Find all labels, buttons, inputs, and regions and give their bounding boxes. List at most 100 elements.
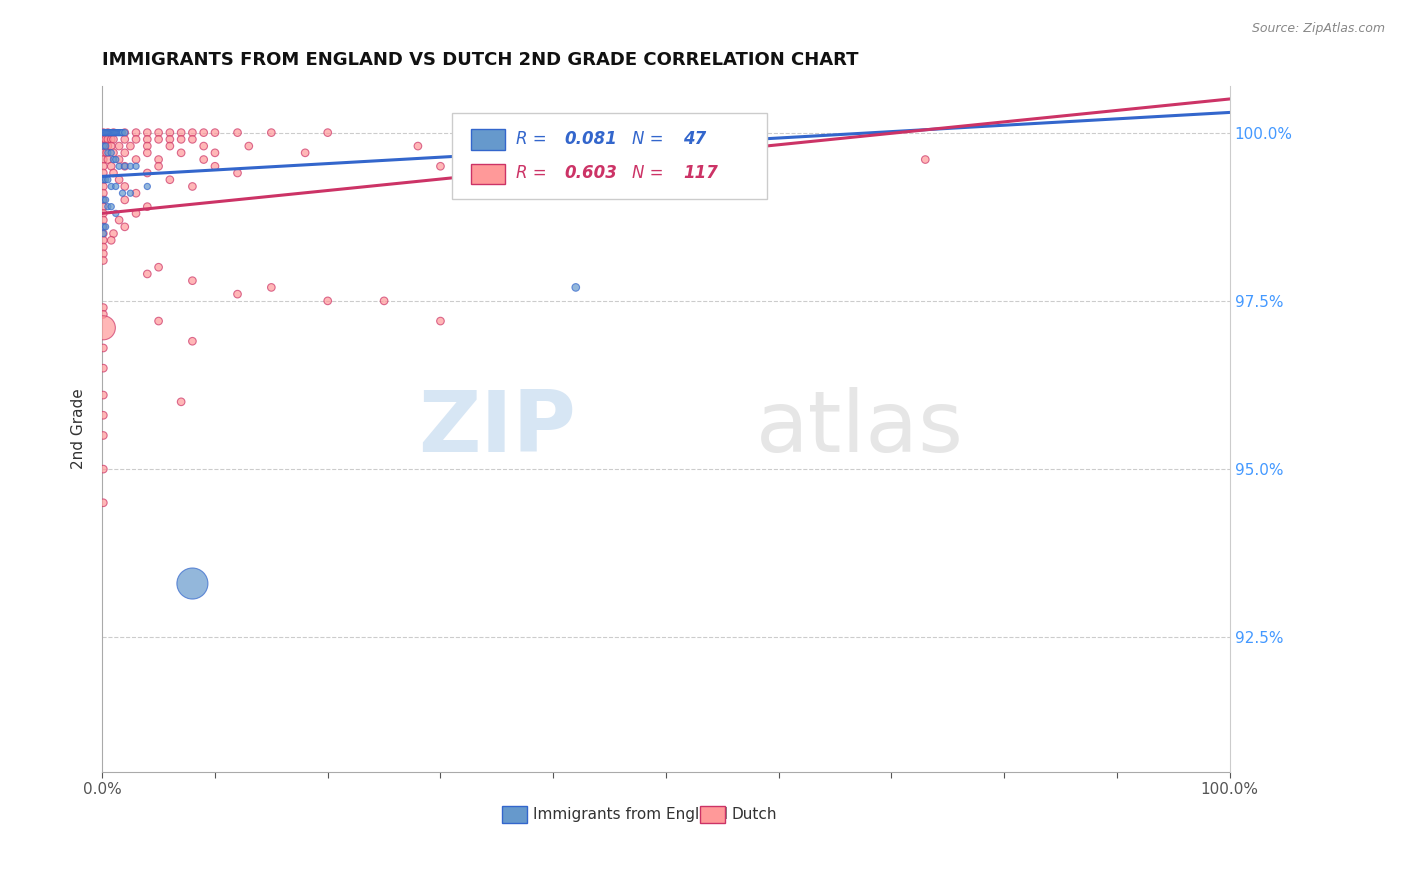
Point — [100, 126, 122, 140]
Point — [148, 126, 170, 140]
Point — [120, 139, 142, 153]
Point — [170, 394, 193, 409]
Text: R =: R = — [516, 130, 553, 148]
Point — [136, 126, 159, 140]
Point — [91, 193, 114, 207]
Point — [114, 126, 136, 140]
Point — [204, 159, 226, 173]
Text: atlas: atlas — [756, 387, 965, 470]
Point — [114, 179, 136, 194]
Point — [120, 186, 142, 201]
Point — [91, 320, 114, 334]
Point — [114, 219, 136, 234]
Point — [91, 213, 114, 227]
Point — [181, 334, 204, 349]
Point — [103, 126, 125, 140]
Point — [193, 126, 215, 140]
Point — [103, 145, 125, 160]
Point — [91, 132, 114, 146]
Text: Dutch: Dutch — [731, 807, 778, 822]
Text: N =: N = — [633, 130, 669, 148]
Point — [110, 126, 132, 140]
Point — [100, 159, 122, 173]
Point — [100, 139, 122, 153]
Point — [114, 132, 136, 146]
Point — [91, 126, 114, 140]
Point — [108, 213, 131, 227]
Point — [136, 179, 159, 194]
Point — [94, 132, 117, 146]
Point — [94, 193, 117, 207]
Point — [104, 206, 127, 220]
Point — [429, 314, 451, 328]
Point — [159, 132, 181, 146]
Point — [406, 139, 429, 153]
Point — [91, 240, 114, 254]
Point — [136, 267, 159, 281]
Point — [193, 139, 215, 153]
Point — [136, 139, 159, 153]
Point — [97, 126, 120, 140]
Point — [294, 145, 316, 160]
Point — [91, 361, 114, 376]
Text: IMMIGRANTS FROM ENGLAND VS DUTCH 2ND GRADE CORRELATION CHART: IMMIGRANTS FROM ENGLAND VS DUTCH 2ND GRA… — [103, 51, 859, 69]
Point — [91, 159, 114, 173]
Point — [91, 246, 114, 260]
Text: N =: N = — [633, 164, 669, 182]
Point — [91, 428, 114, 442]
Point — [94, 126, 117, 140]
Point — [91, 206, 114, 220]
Point — [97, 145, 120, 160]
Point — [125, 126, 148, 140]
Point — [114, 126, 136, 140]
Point — [114, 159, 136, 173]
Point — [91, 200, 114, 214]
Point — [226, 126, 249, 140]
Point — [120, 159, 142, 173]
Point — [103, 126, 125, 140]
Point — [260, 280, 283, 294]
Text: Immigrants from England: Immigrants from England — [533, 807, 728, 822]
Point — [91, 139, 114, 153]
Point — [96, 126, 118, 140]
Point — [114, 145, 136, 160]
Point — [91, 139, 114, 153]
Point — [316, 126, 339, 140]
Point — [104, 126, 127, 140]
Point — [91, 341, 114, 355]
Text: 117: 117 — [683, 164, 717, 182]
Point — [373, 293, 395, 308]
Point — [105, 126, 128, 140]
Text: ZIP: ZIP — [418, 387, 576, 470]
Point — [104, 153, 127, 167]
FancyBboxPatch shape — [502, 806, 527, 823]
Point — [97, 200, 120, 214]
Point — [565, 280, 588, 294]
Point — [91, 462, 114, 476]
Point — [170, 126, 193, 140]
Point — [91, 166, 114, 180]
Point — [110, 126, 132, 140]
Text: R =: R = — [516, 164, 553, 182]
Point — [91, 179, 114, 194]
Point — [91, 186, 114, 201]
Point — [91, 227, 114, 241]
Point — [94, 172, 117, 186]
Point — [148, 314, 170, 328]
Point — [226, 166, 249, 180]
Point — [98, 126, 121, 140]
Point — [193, 153, 215, 167]
Point — [107, 126, 129, 140]
Point — [108, 172, 131, 186]
Point — [91, 219, 114, 234]
Point — [97, 153, 120, 167]
Point — [93, 126, 115, 140]
Point — [125, 132, 148, 146]
Point — [316, 293, 339, 308]
Point — [100, 200, 122, 214]
Point — [96, 145, 118, 160]
Point — [159, 139, 181, 153]
Point — [136, 166, 159, 180]
Point — [91, 227, 114, 241]
Point — [204, 145, 226, 160]
